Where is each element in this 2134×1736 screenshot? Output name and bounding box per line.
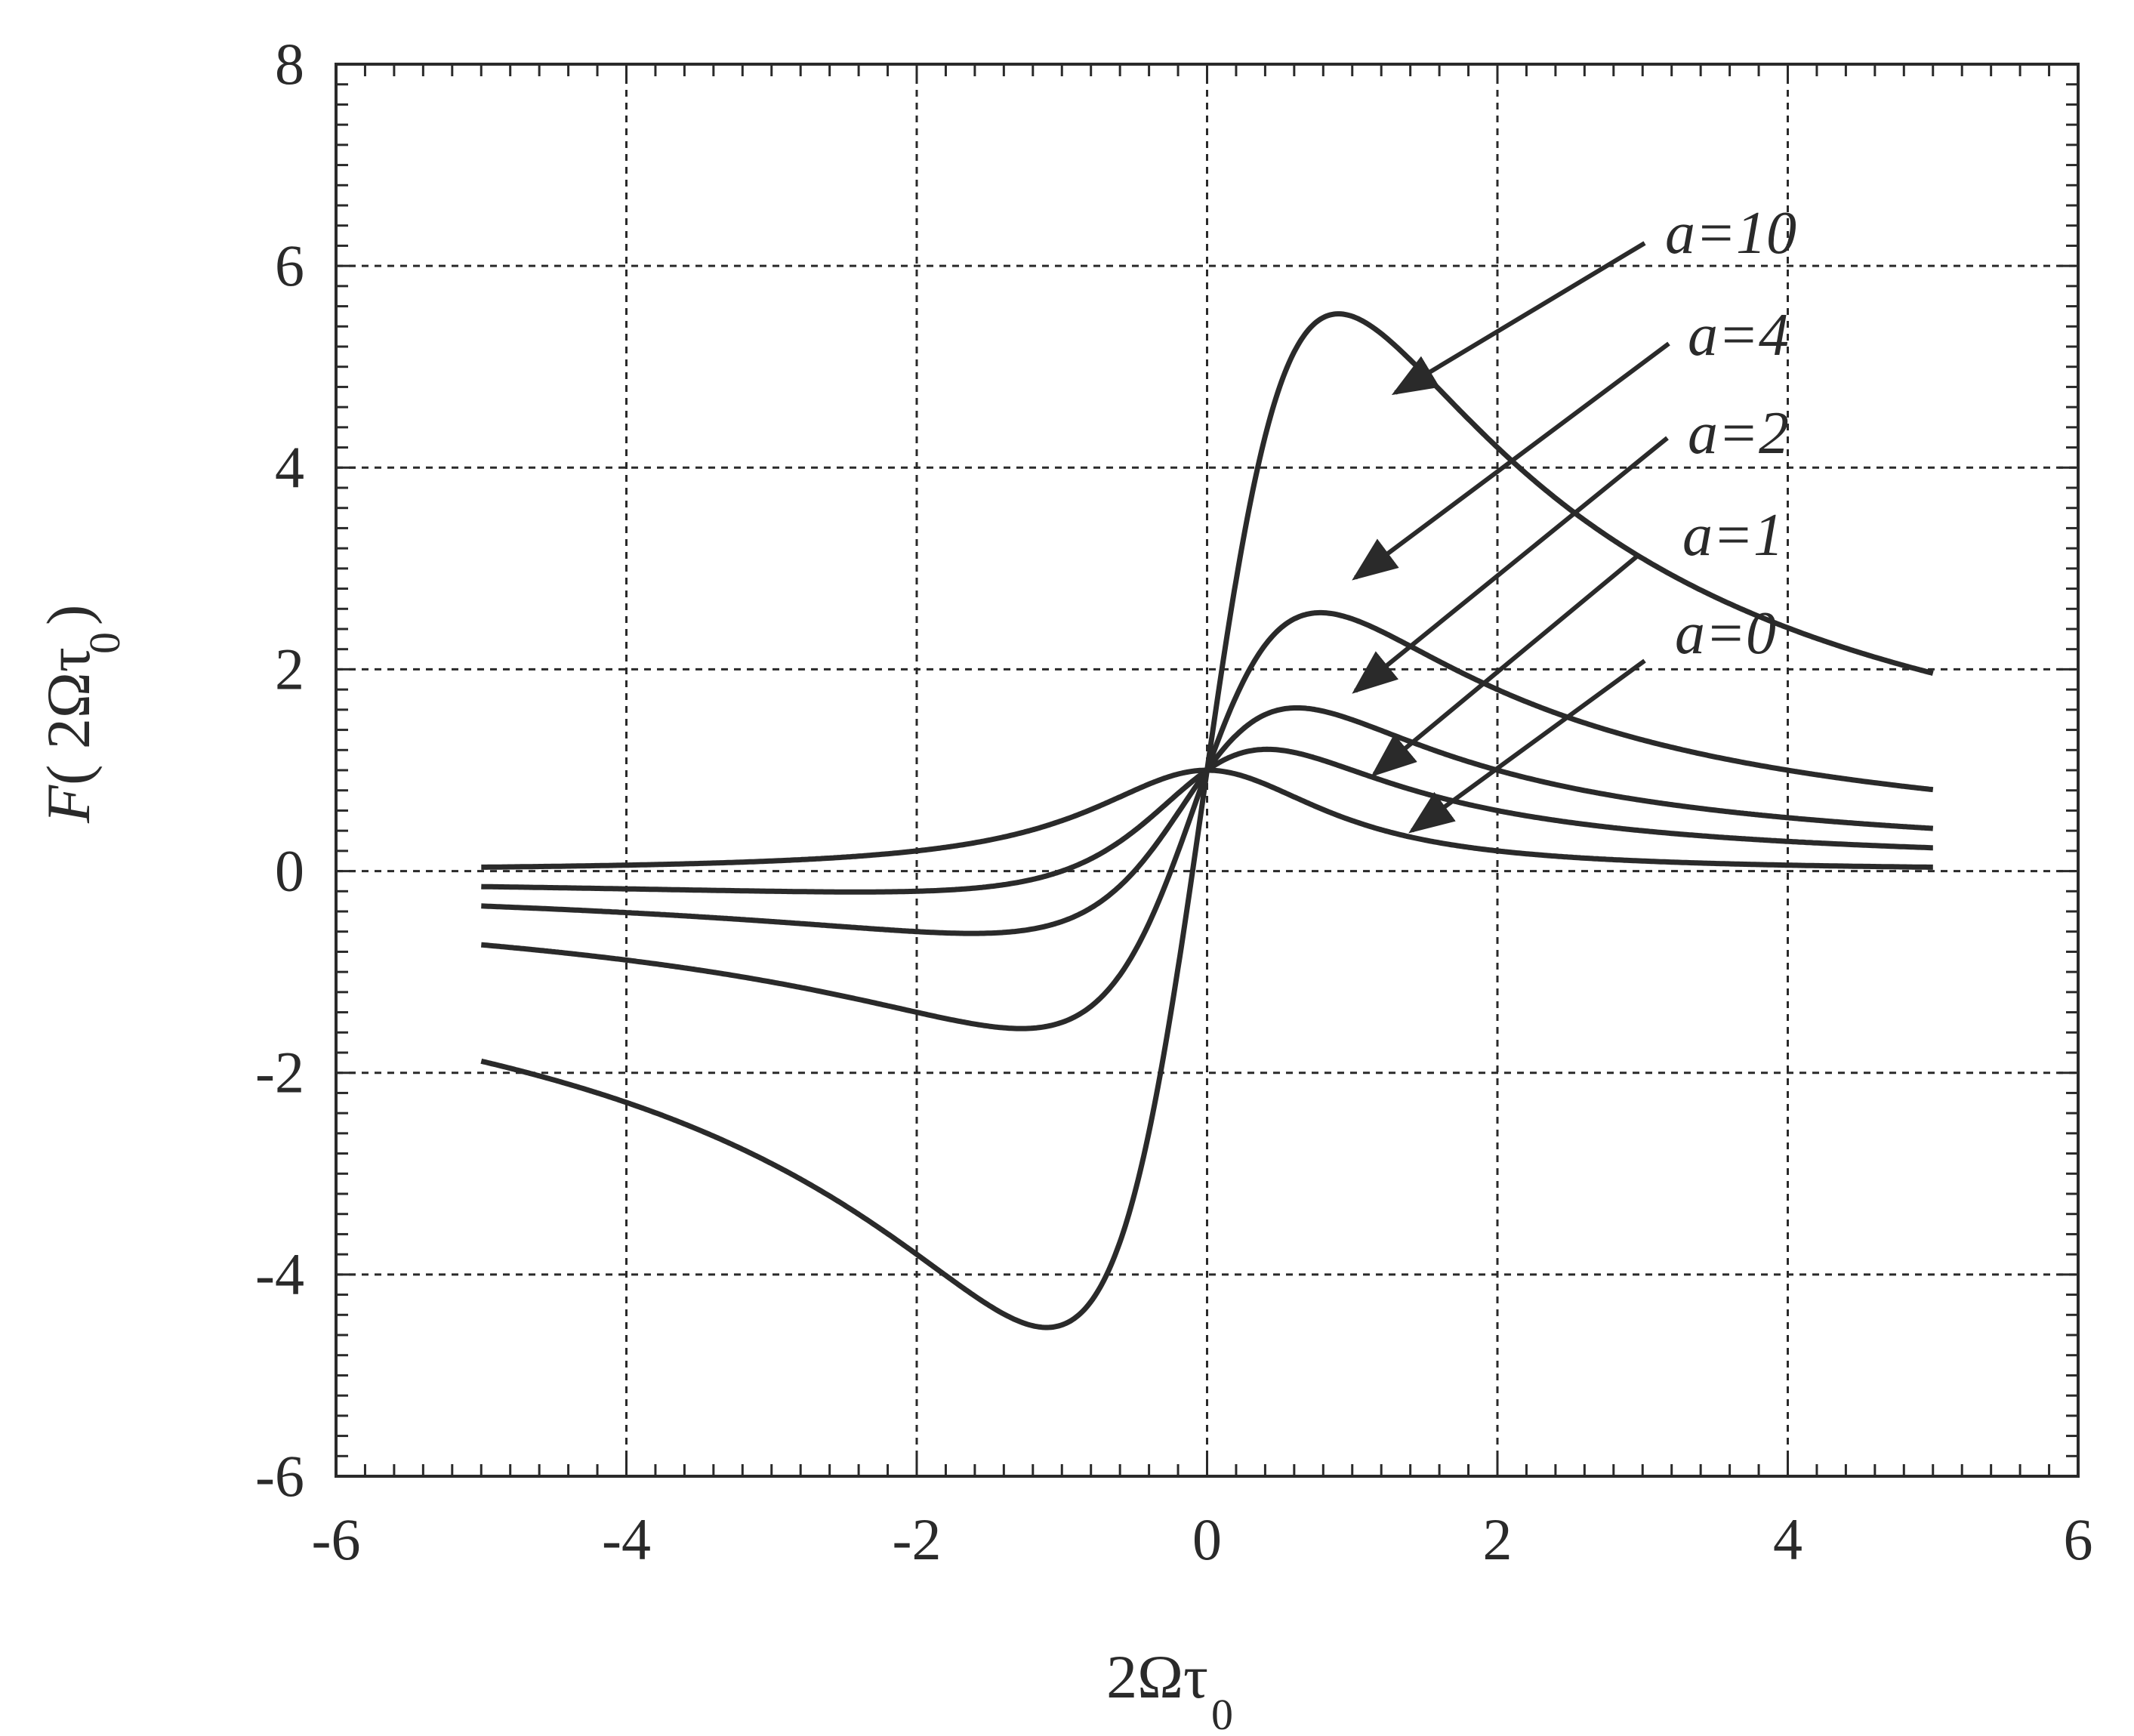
annotation-label-a-2: a=2 <box>1688 400 1789 467</box>
annotation-arrow-a-10 <box>1391 241 1646 396</box>
series-layer <box>480 311 1934 1331</box>
x-tick-label: -2 <box>893 1506 942 1572</box>
y-tick-label: -6 <box>255 1443 304 1509</box>
x-axis-label: 2Ωτ 0 <box>1106 1642 1233 1736</box>
y-tick-label: 2 <box>275 636 304 701</box>
x-axis-label-subscript: 0 <box>1211 1690 1233 1736</box>
y-tick-label: 8 <box>275 31 304 97</box>
annotation-arrow-a-0 <box>1408 658 1646 834</box>
y-tick-label: 4 <box>275 434 304 500</box>
annotation-label-a-10: a=10 <box>1665 200 1796 267</box>
y-tick-label: -4 <box>255 1241 304 1307</box>
minor-ticks <box>335 63 2080 1478</box>
series-line-a-10 <box>480 311 1934 1331</box>
annotation-label-a-4: a=4 <box>1688 302 1789 368</box>
annotation-arrow-a-4 <box>1352 341 1670 581</box>
x-tick-label: 4 <box>1773 1506 1802 1572</box>
y-axis-label: F( 2Ωτ 0 ) <box>34 605 129 824</box>
y-tick-label: 6 <box>275 233 304 298</box>
annotation-label-a-1: a=1 <box>1682 502 1784 569</box>
x-tick-label: 0 <box>1192 1506 1222 1572</box>
y-tick-label: -2 <box>255 1040 304 1105</box>
x-axis-label-main: 2Ωτ <box>1106 1642 1208 1711</box>
x-tick-label: -6 <box>312 1506 361 1572</box>
annotations: a=10 a=4 a=2 a=1 a=0 <box>1352 200 1796 834</box>
x-tick-label: 6 <box>2064 1506 2093 1572</box>
y-tick-label: 0 <box>275 838 304 904</box>
annotation-arrow-a-2 <box>1352 436 1669 694</box>
x-tick-labels: -6 -4 -2 0 2 4 6 <box>312 1506 2093 1572</box>
annotation-arrow-a-1 <box>1371 553 1640 777</box>
plot-frame <box>335 63 2080 1478</box>
x-tick-label: -4 <box>602 1506 651 1572</box>
annotation-label-a-0: a=0 <box>1675 600 1776 667</box>
y-axis-label-main: F( 2Ωτ <box>34 647 103 824</box>
y-axis-label-close: ) <box>34 605 103 625</box>
y-tick-labels: -6 -4 -2 0 2 4 6 8 <box>255 31 304 1509</box>
x-tick-label: 2 <box>1483 1506 1513 1572</box>
y-axis-label-subscript: 0 <box>80 632 129 654</box>
